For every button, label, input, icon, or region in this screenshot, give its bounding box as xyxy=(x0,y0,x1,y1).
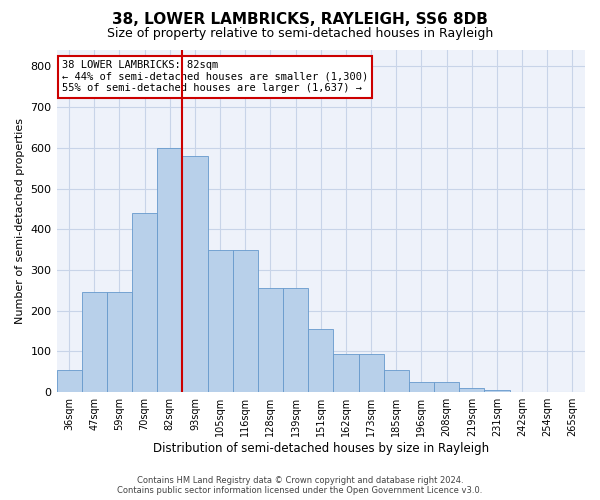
Bar xyxy=(434,382,459,392)
Text: 38 LOWER LAMBRICKS: 82sqm
← 44% of semi-detached houses are smaller (1,300)
55% : 38 LOWER LAMBRICKS: 82sqm ← 44% of semi-… xyxy=(62,60,368,94)
Text: Size of property relative to semi-detached houses in Rayleigh: Size of property relative to semi-detach… xyxy=(107,28,493,40)
Bar xyxy=(359,354,383,392)
Y-axis label: Number of semi-detached properties: Number of semi-detached properties xyxy=(15,118,25,324)
Bar xyxy=(459,388,484,392)
Bar xyxy=(208,250,233,392)
Bar xyxy=(484,390,509,392)
Bar xyxy=(157,148,182,392)
Bar xyxy=(132,213,157,392)
Text: Contains HM Land Registry data © Crown copyright and database right 2024.
Contai: Contains HM Land Registry data © Crown c… xyxy=(118,476,482,495)
Bar xyxy=(107,292,132,392)
Bar xyxy=(383,370,409,392)
Bar xyxy=(334,354,359,392)
Bar xyxy=(56,370,82,392)
Bar xyxy=(409,382,434,392)
Bar xyxy=(233,250,258,392)
Bar xyxy=(283,288,308,392)
Bar xyxy=(258,288,283,392)
Text: 38, LOWER LAMBRICKS, RAYLEIGH, SS6 8DB: 38, LOWER LAMBRICKS, RAYLEIGH, SS6 8DB xyxy=(112,12,488,28)
Bar xyxy=(182,156,208,392)
Bar xyxy=(82,292,107,392)
X-axis label: Distribution of semi-detached houses by size in Rayleigh: Distribution of semi-detached houses by … xyxy=(153,442,489,455)
Bar xyxy=(308,329,334,392)
